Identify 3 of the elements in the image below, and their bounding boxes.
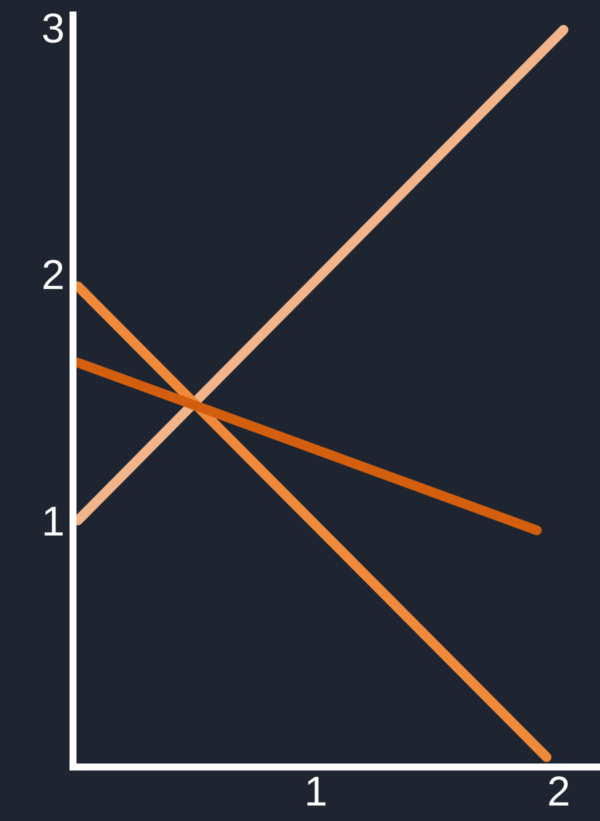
y-tick-label: 3 (43, 13, 63, 43)
y-tick-label: 1 (44, 506, 63, 536)
y-tick-label: 2 (44, 260, 63, 289)
